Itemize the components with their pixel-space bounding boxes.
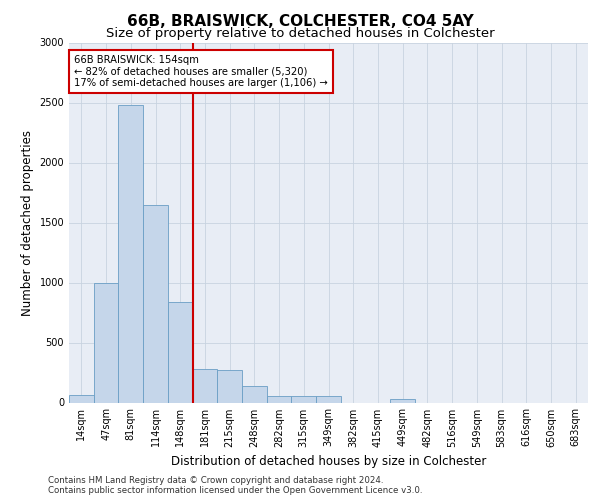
Bar — [118, 105, 143, 403]
Text: 66B BRAISWICK: 154sqm
← 82% of detached houses are smaller (5,320)
17% of semi-d: 66B BRAISWICK: 154sqm ← 82% of detached … — [74, 55, 328, 88]
Bar — [390, 399, 415, 402]
Text: Contains HM Land Registry data © Crown copyright and database right 2024.
Contai: Contains HM Land Registry data © Crown c… — [48, 476, 422, 495]
X-axis label: Distribution of detached houses by size in Colchester: Distribution of detached houses by size … — [171, 455, 486, 468]
Bar — [217, 370, 242, 402]
Text: 66B, BRAISWICK, COLCHESTER, CO4 5AY: 66B, BRAISWICK, COLCHESTER, CO4 5AY — [127, 14, 473, 29]
Bar — [69, 396, 94, 402]
Bar — [316, 396, 341, 402]
Bar — [292, 396, 316, 402]
Bar — [94, 282, 118, 403]
Bar — [168, 302, 193, 402]
Y-axis label: Number of detached properties: Number of detached properties — [21, 130, 34, 316]
Bar — [242, 386, 267, 402]
Bar — [143, 204, 168, 402]
Bar — [193, 369, 217, 402]
Bar — [267, 396, 292, 402]
Text: Size of property relative to detached houses in Colchester: Size of property relative to detached ho… — [106, 28, 494, 40]
